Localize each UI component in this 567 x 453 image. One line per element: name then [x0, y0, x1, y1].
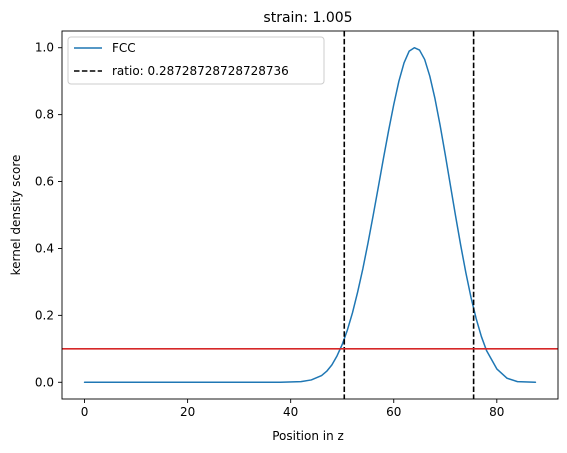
x-tick-label: 40: [283, 405, 298, 419]
legend-ratio-label: ratio: 0.28728728728728736: [112, 64, 289, 78]
y-tick-label: 0.8: [35, 108, 54, 122]
y-tick-label: 0.0: [35, 375, 54, 389]
x-tick-label: 0: [81, 405, 89, 419]
x-axis-ticks: 0 20 40 60 80: [81, 399, 504, 419]
chart-title: strain: 1.005: [263, 10, 352, 26]
legend-fcc-label: FCC: [112, 41, 136, 55]
plot-area: [62, 31, 558, 399]
x-axis-label: Position in z: [272, 429, 344, 443]
y-tick-label: 0.6: [35, 175, 54, 189]
x-tick-label: 20: [180, 405, 195, 419]
y-tick-label: 1.0: [35, 41, 54, 55]
plot-frame: [61, 30, 559, 400]
legend-box: [67, 36, 325, 85]
series-fcc-line: [83, 46, 537, 384]
y-tick-label: 0.4: [35, 241, 54, 255]
legend: FCC ratio: 0.28728728728728736: [67, 36, 325, 85]
plot-content: [62, 31, 558, 399]
y-axis-label: kernel density score: [9, 155, 23, 276]
y-tick-label: 0.2: [35, 308, 54, 322]
x-tick-label: 80: [489, 405, 504, 419]
x-tick-label: 60: [386, 405, 401, 419]
y-axis-ticks: 0.0 0.2 0.4 0.6 0.8 1.0: [35, 41, 62, 389]
